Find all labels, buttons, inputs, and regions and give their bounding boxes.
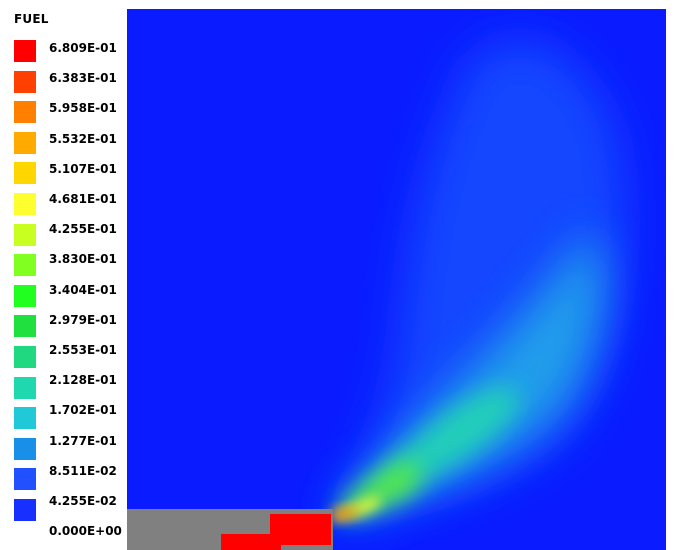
- colorbar-swatch: [14, 40, 36, 62]
- colorbar-tick-label: 4.255E-01: [49, 222, 117, 237]
- colorbar-tick-label: 3.404E-01: [49, 282, 117, 297]
- colorbar-swatch: [14, 407, 36, 430]
- colorbar-swatch: [14, 223, 36, 246]
- inlet-lower: [221, 534, 281, 550]
- colorbar-tick-label: 2.553E-01: [49, 343, 117, 357]
- colorbar-swatch: [14, 284, 36, 307]
- colorbar-swatch: [14, 315, 36, 338]
- colorbar-tick-label: 1.277E-01: [49, 433, 117, 448]
- colorbar-tick-label: 0.000E+00: [49, 524, 122, 539]
- colorbar-tick-label: 5.958E-01: [49, 101, 117, 116]
- colorbar-tick-label: 8.511E-02: [49, 463, 117, 478]
- colorbar-swatch: [14, 499, 36, 521]
- colorbar-tick-label: 2.979E-01: [49, 312, 117, 327]
- colorbar-swatch: [14, 70, 36, 93]
- colorbar-tick-label: 3.830E-01: [49, 252, 117, 267]
- colorbar-swatch: [14, 437, 36, 460]
- colorbar-title: FUEL: [14, 12, 49, 26]
- colorbar-tick-label: 1.702E-01: [49, 403, 117, 418]
- colorbar-tick-label: 6.809E-01: [49, 41, 117, 55]
- colorbar-swatch: [14, 131, 36, 154]
- colorbar-swatch: [14, 254, 36, 277]
- colorbar-tick-label: 2.128E-01: [49, 373, 117, 388]
- colorbar-tick-label: 4.681E-01: [49, 192, 117, 206]
- plume-orange: [330, 507, 360, 522]
- colorbar-swatch: [14, 346, 36, 368]
- colorbar-swatch: [14, 376, 36, 399]
- colorbar-tick-label: 5.532E-01: [49, 131, 117, 146]
- colorbar-tick-label: 5.107E-01: [49, 161, 117, 176]
- plume-cyan: [335, 230, 604, 518]
- colorbar-tick-label: 4.255E-02: [49, 494, 117, 508]
- colorbar-swatch: [14, 101, 36, 124]
- colorbar-swatch: [14, 162, 36, 185]
- colorbar-swatch: [14, 193, 36, 215]
- colorbar-tick-label: 6.383E-01: [49, 71, 117, 86]
- colorbar-swatch: [14, 468, 36, 491]
